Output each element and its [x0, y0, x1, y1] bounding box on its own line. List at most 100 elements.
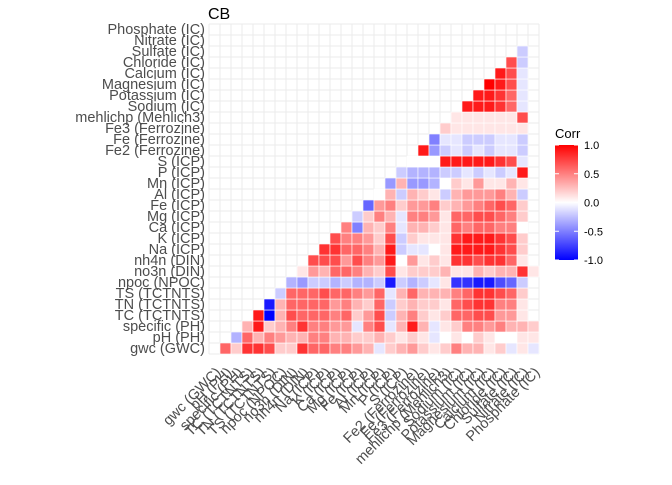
heatmap-cell	[395, 199, 408, 212]
heatmap-cell	[395, 254, 408, 267]
heatmap-cell	[439, 166, 452, 179]
heatmap-cell	[483, 342, 496, 355]
heatmap-cell	[263, 320, 276, 333]
heatmap-cell	[461, 155, 474, 168]
heatmap-cell	[329, 342, 342, 355]
heatmap-cell	[395, 298, 408, 311]
heatmap-cell	[417, 243, 430, 256]
heatmap-cell	[296, 342, 309, 355]
heatmap-cell	[373, 221, 386, 234]
heatmap-cell	[318, 331, 331, 344]
heatmap-cell	[472, 133, 485, 146]
heatmap-cell	[472, 254, 485, 267]
y-tick-label: Fe3 (Ferrozine)	[105, 121, 205, 137]
heatmap-cell	[439, 265, 452, 278]
heatmap-cell	[417, 188, 430, 201]
heatmap-cell	[351, 298, 364, 311]
heatmap-cell	[516, 320, 529, 333]
heatmap-cell	[483, 122, 496, 135]
heatmap-cell	[505, 67, 518, 80]
heatmap-cell	[384, 265, 397, 278]
heatmap-cell	[285, 309, 298, 322]
heatmap-cell	[395, 188, 408, 201]
heatmap-cell	[373, 331, 386, 344]
heatmap-cell	[505, 166, 518, 179]
heatmap-cell	[417, 177, 430, 190]
heatmap-cell	[362, 254, 375, 267]
x-axis-labels: gwc (GWC)pH (PH)specific (PH)TC (TCTNTS)…	[160, 365, 543, 468]
heatmap-cell	[516, 188, 529, 201]
heatmap-cell	[461, 199, 474, 212]
heatmap-cell	[406, 254, 419, 267]
heatmap-cell	[417, 309, 430, 322]
heatmap-cell	[417, 298, 430, 311]
heatmap-cell	[428, 155, 441, 168]
heatmap-cell	[318, 287, 331, 300]
heatmap-cell	[527, 265, 540, 278]
heatmap-cell	[318, 243, 331, 256]
y-tick-label: nh4n (DIN)	[134, 253, 205, 269]
heatmap-cell	[395, 331, 408, 344]
heatmap-cell	[340, 309, 353, 322]
heatmap-cell	[439, 144, 452, 157]
y-tick-label: Nitrate (IC)	[134, 33, 205, 49]
heatmap-cell	[417, 342, 430, 355]
heatmap-cell	[384, 342, 397, 355]
heatmap-cell	[472, 342, 485, 355]
heatmap-cell	[384, 221, 397, 234]
heatmap-cell	[428, 298, 441, 311]
heatmap-cell	[450, 298, 463, 311]
heatmap-cell	[439, 342, 452, 355]
heatmap-cell	[505, 309, 518, 322]
heatmap-cell	[439, 122, 452, 135]
heatmap-cell	[472, 199, 485, 212]
heatmap-cell	[274, 320, 287, 333]
heatmap-cell	[351, 232, 364, 245]
heatmap-cell	[483, 254, 496, 267]
heatmap-cell	[494, 320, 507, 333]
heatmap-cell	[461, 320, 474, 333]
y-tick-label: Mg (ICP)	[147, 209, 205, 225]
heatmap-cell	[406, 287, 419, 300]
heatmap-cell	[439, 309, 452, 322]
heatmap-cell	[450, 254, 463, 267]
heatmap-cell	[450, 166, 463, 179]
y-tick-label: Mn (ICP)	[147, 176, 205, 192]
heatmap-cell	[395, 166, 408, 179]
heatmap-cell	[219, 342, 232, 355]
heatmap-cell	[373, 243, 386, 256]
heatmap-cell	[406, 265, 419, 278]
heatmap-cell	[329, 287, 342, 300]
heatmap-cell	[439, 155, 452, 168]
heatmap-cell	[395, 309, 408, 322]
y-tick-label: Al (ICP)	[154, 187, 205, 203]
heatmap-cell	[362, 331, 375, 344]
heatmap-cell	[307, 254, 320, 267]
heatmap-cell	[373, 265, 386, 278]
heatmap-cell	[494, 210, 507, 223]
heatmap-cell	[527, 331, 540, 344]
heatmap-cell	[384, 298, 397, 311]
heatmap-cell	[472, 144, 485, 157]
heatmap-cell	[384, 199, 397, 212]
heatmap-cell	[505, 210, 518, 223]
heatmap-cell	[318, 254, 331, 267]
heatmap-cell	[483, 177, 496, 190]
heatmap-cell	[406, 276, 419, 289]
heatmap-cell	[318, 320, 331, 333]
heatmap-cell	[252, 331, 265, 344]
heatmap-cell	[505, 243, 518, 256]
heatmap-cell	[472, 320, 485, 333]
y-tick-label: Calcium (IC)	[124, 66, 205, 82]
heatmap-cell	[494, 342, 507, 355]
heatmap-cell	[307, 309, 320, 322]
heatmap-cell	[505, 133, 518, 146]
heatmap-cell	[505, 298, 518, 311]
heatmap-cell	[472, 100, 485, 113]
legend-colorbar	[555, 145, 578, 260]
heatmap-cell	[362, 243, 375, 256]
heatmap-cell	[472, 243, 485, 256]
heatmap-cell	[439, 298, 452, 311]
heatmap-cell	[296, 309, 309, 322]
